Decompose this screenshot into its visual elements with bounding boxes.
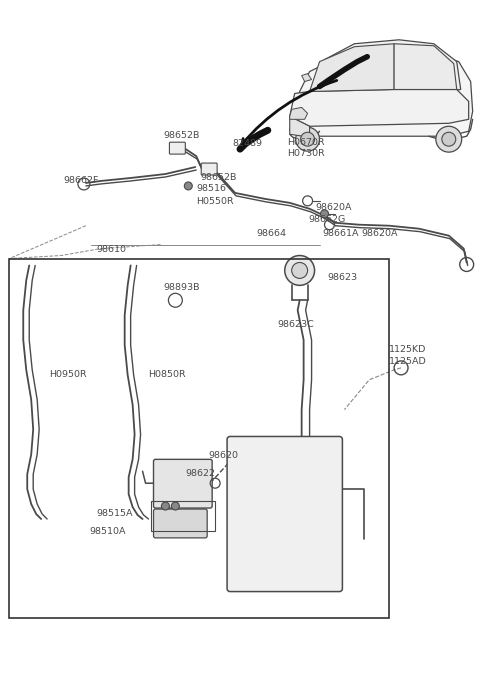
Text: 98652B: 98652B bbox=[200, 173, 237, 182]
Polygon shape bbox=[394, 44, 457, 89]
Text: H0670R: H0670R bbox=[287, 138, 324, 147]
Text: 98662G: 98662G bbox=[309, 215, 346, 224]
Text: H0950R: H0950R bbox=[49, 370, 87, 379]
Text: 82489: 82489 bbox=[232, 139, 262, 148]
Circle shape bbox=[161, 502, 169, 510]
Text: H0550R: H0550R bbox=[196, 197, 234, 206]
Polygon shape bbox=[290, 89, 468, 126]
Polygon shape bbox=[310, 44, 394, 91]
Circle shape bbox=[436, 126, 462, 152]
Text: 98620A: 98620A bbox=[361, 228, 398, 237]
Circle shape bbox=[285, 255, 314, 285]
Text: H0730R: H0730R bbox=[287, 149, 324, 158]
Polygon shape bbox=[290, 50, 473, 136]
Text: 98623: 98623 bbox=[327, 273, 358, 282]
Polygon shape bbox=[301, 73, 312, 82]
Text: 98893B: 98893B bbox=[164, 283, 200, 292]
FancyBboxPatch shape bbox=[154, 509, 207, 538]
Text: 98661A: 98661A bbox=[323, 228, 359, 237]
Circle shape bbox=[442, 132, 456, 146]
Text: 98662F: 98662F bbox=[63, 176, 98, 185]
Circle shape bbox=[171, 502, 180, 510]
Text: 98623C: 98623C bbox=[278, 320, 314, 329]
FancyBboxPatch shape bbox=[227, 437, 342, 592]
Text: 98610: 98610 bbox=[97, 244, 127, 253]
Text: 98652B: 98652B bbox=[164, 131, 200, 140]
Text: H0850R: H0850R bbox=[148, 370, 186, 379]
Text: 98620A: 98620A bbox=[315, 203, 352, 212]
Circle shape bbox=[184, 182, 192, 190]
Circle shape bbox=[292, 262, 308, 278]
Circle shape bbox=[300, 132, 314, 146]
Circle shape bbox=[296, 127, 320, 151]
FancyBboxPatch shape bbox=[169, 142, 185, 154]
Polygon shape bbox=[290, 107, 308, 119]
Text: 98516: 98516 bbox=[196, 184, 226, 193]
Text: 98664: 98664 bbox=[256, 228, 286, 237]
Text: 98622: 98622 bbox=[185, 469, 216, 478]
FancyBboxPatch shape bbox=[201, 163, 217, 175]
Text: 98515A: 98515A bbox=[97, 509, 133, 518]
Text: 1125KD: 1125KD bbox=[389, 345, 427, 354]
Polygon shape bbox=[314, 39, 461, 91]
Text: 1125AD: 1125AD bbox=[389, 357, 427, 366]
Circle shape bbox=[321, 210, 328, 218]
FancyBboxPatch shape bbox=[154, 459, 212, 508]
Text: 98510A: 98510A bbox=[89, 527, 125, 536]
Polygon shape bbox=[290, 116, 310, 137]
Text: 98620: 98620 bbox=[208, 451, 238, 460]
